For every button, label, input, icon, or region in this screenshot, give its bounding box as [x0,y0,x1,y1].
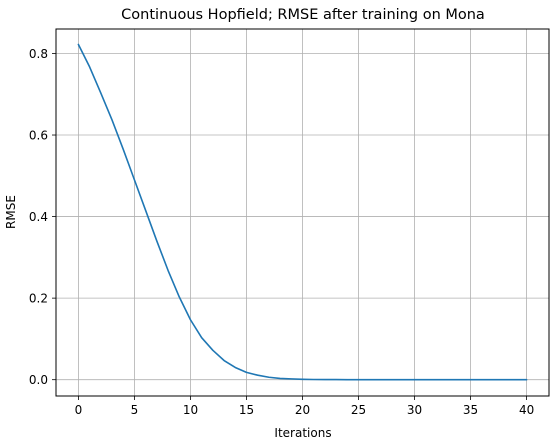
x-tick-label: 35 [463,403,478,417]
y-tick-label: 0.6 [29,129,48,143]
y-tick-label: 0.0 [29,373,48,387]
x-tick-label: 30 [407,403,422,417]
series-layer [77,43,528,381]
series-line-0 [77,43,528,381]
x-tick-label: 25 [351,403,366,417]
y-tick-label: 0.4 [29,210,48,224]
chart-title: Continuous Hopfield; RMSE after training… [121,7,485,23]
x-tick-label: 15 [239,403,254,417]
y-tick-label: 0.2 [29,292,48,306]
grid [56,29,549,396]
y-tick-label: 0.8 [29,47,48,61]
x-tick-label: 5 [131,403,139,417]
x-tick-label: 40 [519,403,534,417]
ticks: 0 5 10 15 20 25 30 35 40 0.0 0.2 0.4 0.6 0.8 [29,47,534,417]
x-tick-label: 20 [295,403,310,417]
x-tick-label: 10 [183,403,198,417]
x-axis-label: Iterations [274,426,331,440]
x-tick-label: 0 [75,403,83,417]
y-axis-label: RMSE [4,195,18,229]
